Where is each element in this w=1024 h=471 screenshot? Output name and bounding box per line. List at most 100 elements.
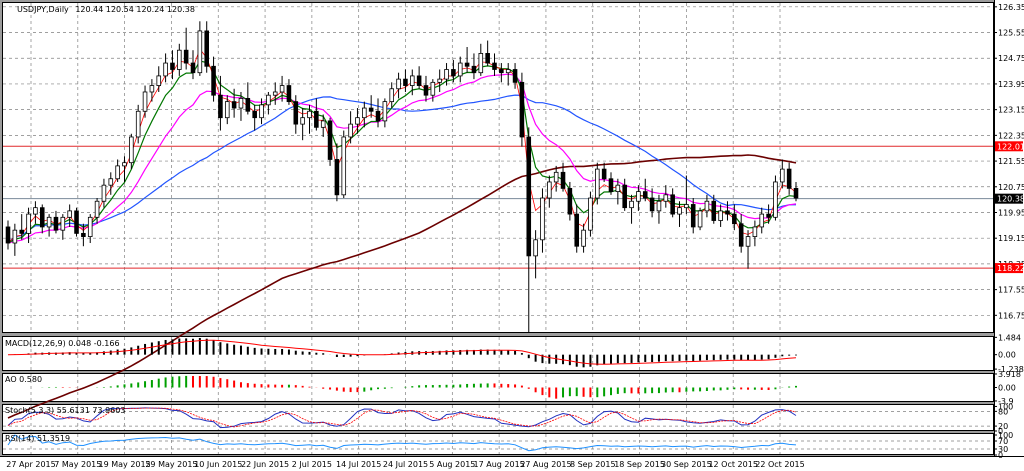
candle xyxy=(115,165,120,180)
macd-label: MACD(12,26,9) 0.048 -0.166 xyxy=(5,339,120,348)
candle xyxy=(677,207,682,215)
price-tag xyxy=(995,263,1023,274)
pane-main-border xyxy=(2,2,994,333)
candle xyxy=(156,75,162,86)
pane-stoch-border xyxy=(2,404,994,431)
candle xyxy=(197,30,203,74)
candle xyxy=(711,200,717,221)
candle xyxy=(464,62,470,67)
candle xyxy=(732,213,737,225)
candle xyxy=(259,104,264,119)
candle xyxy=(430,81,436,96)
pane-main xyxy=(2,2,994,333)
y-tick-label: 126.35 xyxy=(998,3,1024,12)
candle xyxy=(334,159,340,196)
candle xyxy=(252,110,257,119)
x-tick-label: 2 Jul 2015 xyxy=(292,460,332,469)
candle xyxy=(320,120,326,128)
x-tick-label: 17 Aug 2015 xyxy=(474,460,525,469)
candle xyxy=(293,101,299,125)
candle xyxy=(519,81,525,138)
candle xyxy=(142,91,148,112)
ao-y-tick-label: 0.00 xyxy=(998,384,1016,393)
candle xyxy=(355,117,360,125)
candle xyxy=(512,69,518,83)
candle xyxy=(526,136,532,257)
x-tick-label: 24 Jul 2015 xyxy=(383,460,428,469)
candle xyxy=(163,62,168,77)
candle xyxy=(636,191,641,202)
macd-y-tick-label: 1.484 xyxy=(998,333,1021,342)
rsi-line xyxy=(7,434,797,452)
candle xyxy=(19,229,24,234)
candle xyxy=(231,101,237,109)
y-tick-label: 120.75 xyxy=(998,183,1024,192)
candle xyxy=(615,184,621,193)
macd-y-tick-label: 0.00 xyxy=(998,351,1016,360)
x-tick-label: 18 Sep 2015 xyxy=(614,460,665,469)
candle xyxy=(492,62,497,70)
y-tick-label: 119.15 xyxy=(998,234,1024,243)
candle xyxy=(279,85,285,93)
candle xyxy=(574,213,580,247)
candle xyxy=(793,187,799,199)
candle xyxy=(375,110,381,122)
candle xyxy=(67,210,72,218)
candle xyxy=(403,78,408,86)
y-tick-label: 124.75 xyxy=(998,54,1024,63)
y-tick-label: 119.95 xyxy=(998,208,1024,217)
x-tick-label: 12 Oct 2015 xyxy=(708,460,757,469)
pane-macd-border xyxy=(2,336,994,371)
rsi-y-tick-label: 30 xyxy=(998,445,1008,454)
candle xyxy=(26,213,31,234)
candle xyxy=(759,213,765,228)
candle xyxy=(396,78,401,90)
candle xyxy=(684,204,689,209)
candle xyxy=(272,91,278,96)
candle xyxy=(553,171,559,183)
ohlc-values: 120.44 120.54 120.24 120.38 xyxy=(75,5,195,14)
candle xyxy=(129,136,134,164)
stoch-y-tick-label: 80 xyxy=(998,407,1008,416)
ma-blue-line xyxy=(7,94,796,244)
candle xyxy=(245,98,251,112)
candle xyxy=(581,229,586,247)
candle xyxy=(773,181,778,218)
candle xyxy=(690,204,696,228)
candle xyxy=(238,98,244,109)
candle xyxy=(183,49,189,64)
candle xyxy=(595,168,600,199)
candle xyxy=(505,69,511,74)
macd-y-tick-label: -1.238 xyxy=(998,365,1024,374)
candle xyxy=(457,62,463,77)
candle xyxy=(601,168,607,180)
candle xyxy=(423,85,429,96)
candle xyxy=(437,78,442,83)
candle xyxy=(780,168,785,183)
x-tick-label: 22 Jun 2015 xyxy=(241,460,289,469)
candle xyxy=(663,194,669,202)
candle xyxy=(567,187,573,215)
price-tag-label: 122.01 xyxy=(997,142,1024,151)
symbol-label: USDJPY,Daily xyxy=(17,5,69,14)
candle xyxy=(444,69,449,80)
rsi-label: RSI(14) 51.3519 xyxy=(5,434,71,443)
candle xyxy=(46,216,52,228)
candle xyxy=(642,191,648,199)
x-tick-label: 27 Apr 2015 xyxy=(6,460,55,469)
candle xyxy=(540,197,545,241)
pane-macd xyxy=(2,336,994,371)
candle xyxy=(670,194,675,215)
candle xyxy=(362,107,367,119)
candle xyxy=(738,223,744,247)
candle xyxy=(170,62,175,70)
candle xyxy=(12,229,18,244)
macd-signal-line xyxy=(7,339,797,365)
candle xyxy=(53,216,59,231)
candle xyxy=(39,207,45,228)
candle xyxy=(725,210,730,215)
price-tag-label: 120.38 xyxy=(997,195,1024,204)
candle xyxy=(60,216,66,231)
candle xyxy=(752,226,758,237)
candle xyxy=(5,226,11,244)
